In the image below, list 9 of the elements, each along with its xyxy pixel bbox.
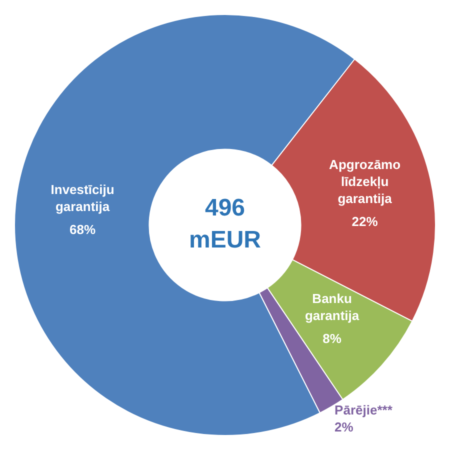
text: 496 mEUR (188, 194, 262, 254)
data-label: 2% (334, 419, 354, 434)
slice-label: Apgrozāmo līdzekļu garantija (329, 156, 401, 206)
slice-label: Pārējie*** (334, 402, 394, 418)
data-label: 8% (322, 331, 342, 346)
slice-label: Investīciju garantija (50, 182, 114, 214)
data-label: 22% (352, 214, 378, 229)
slice-label: Banku garantija (304, 291, 360, 324)
data-label: 68% (70, 222, 96, 238)
